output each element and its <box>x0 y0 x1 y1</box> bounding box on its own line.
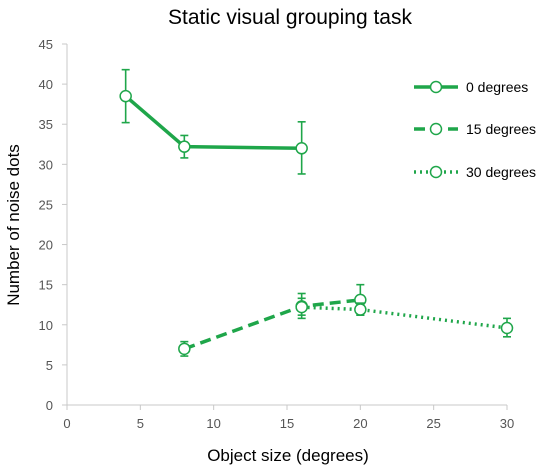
y-tick-label: 15 <box>39 278 53 293</box>
axes: 0 5 10 15 20 25 30 35 40 45 0 5 10 15 20 25 30 <box>39 37 515 431</box>
x-axis-label: Object size (degrees) <box>207 446 369 465</box>
plot-area <box>119 68 514 357</box>
data-point <box>295 300 308 314</box>
data-point <box>178 140 191 153</box>
y-tick-label: 10 <box>39 318 53 333</box>
x-tick-label: 30 <box>500 416 514 431</box>
y-tick-label: 40 <box>39 77 53 92</box>
y-tick-label: 5 <box>46 358 53 373</box>
legend: 0 degrees 15 degrees 30 degrees <box>414 79 536 180</box>
series-line <box>124 94 302 151</box>
legend-item-0: 0 degrees <box>414 79 528 95</box>
legend-marker <box>429 165 443 179</box>
x-tick-label: 0 <box>63 416 70 431</box>
y-tick-label: 45 <box>39 37 53 52</box>
data-point <box>178 342 191 356</box>
legend-item-2: 30 degrees <box>414 164 536 180</box>
legend-label: 30 degrees <box>466 164 536 180</box>
series-1 <box>178 283 367 357</box>
data-point <box>119 89 132 103</box>
y-axis-label: Number of noise dots <box>4 144 23 306</box>
series-0 <box>119 68 308 175</box>
x-tick-label: 20 <box>353 416 367 431</box>
legend-marker <box>429 122 443 136</box>
data-point <box>354 303 367 316</box>
legend-label: 0 degrees <box>466 79 528 95</box>
series-2 <box>295 297 514 338</box>
x-tick-label: 25 <box>426 416 440 431</box>
data-point <box>295 142 308 155</box>
y-tick-label: 25 <box>39 197 53 212</box>
x-tick-label: 15 <box>280 416 294 431</box>
legend-marker <box>429 80 443 94</box>
x-tick-label: 10 <box>206 416 220 431</box>
series-line <box>301 305 508 330</box>
y-tick-label: 20 <box>39 238 53 253</box>
series-line <box>183 298 361 351</box>
y-tick-label: 30 <box>39 157 53 172</box>
chart-title: Static visual grouping task <box>168 6 412 29</box>
legend-label: 15 degrees <box>466 121 536 137</box>
y-tick-label: 35 <box>39 117 53 132</box>
legend-item-1: 15 degrees <box>414 121 536 137</box>
data-point <box>500 321 514 335</box>
x-tick-label: 5 <box>137 416 144 431</box>
y-tick-label: 0 <box>46 398 53 413</box>
